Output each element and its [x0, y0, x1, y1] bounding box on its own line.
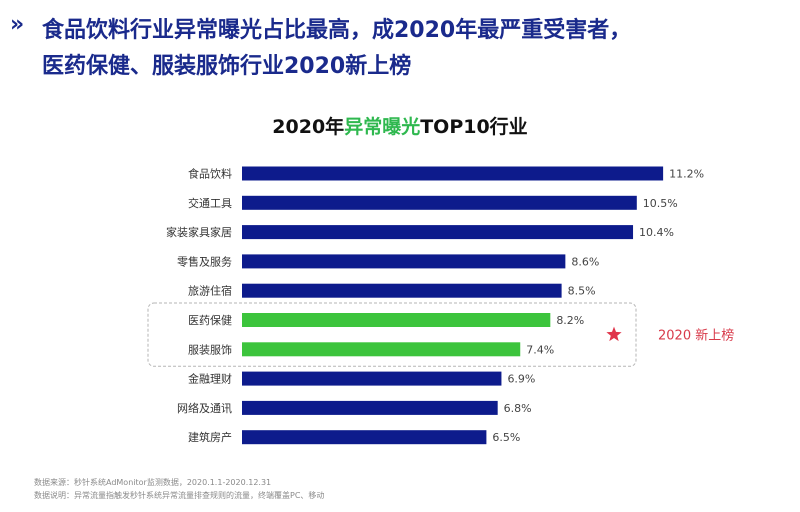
bar	[242, 254, 566, 269]
value-label: 6.8%	[504, 402, 532, 415]
category-label: 服装服饰	[188, 342, 232, 356]
value-label: 8.5%	[568, 285, 596, 298]
headline-line-2: 医药保健、服装服饰行业2020新上榜	[42, 54, 412, 79]
bar	[242, 225, 634, 240]
value-label: 10.5%	[643, 197, 678, 210]
chart-title: 2020年异常曝光TOP10行业	[0, 112, 800, 139]
chart-title-suffix: TOP10行业	[420, 116, 528, 138]
new-entrant-box	[147, 302, 637, 367]
footnote-source: 数据来源：秒针系统AdMonitor监测数据，2020.1.1-2020.12.…	[34, 478, 272, 487]
category-label: 食品饮料	[188, 167, 232, 181]
value-label: 6.9%	[507, 373, 535, 386]
category-label: 家装家具家居	[166, 225, 232, 239]
star-icon	[606, 326, 622, 342]
value-label: 8.6%	[571, 255, 599, 268]
value-label: 7.4%	[526, 343, 554, 356]
chart-title-prefix: 2020年	[272, 116, 345, 138]
category-label: 旅游住宿	[188, 284, 232, 298]
category-label: 金融理财	[188, 372, 232, 386]
bar	[242, 195, 637, 210]
annotation-label: 2020 新上榜	[658, 328, 734, 344]
headline-line-1: 食品饮料行业异常曝光占比最高，成2020年最严重受害者，	[42, 18, 632, 43]
bar	[242, 400, 498, 415]
bar	[242, 342, 521, 357]
bar	[242, 166, 664, 181]
footnote-note: 数据说明：异常流量指触发秒针系统异常流量排查规则的流量，终端覆盖PC、移动	[34, 491, 325, 500]
value-label: 8.2%	[556, 314, 584, 327]
value-label: 10.4%	[639, 226, 674, 239]
bar	[242, 313, 551, 327]
value-label: 6.5%	[492, 431, 520, 444]
bar	[242, 371, 502, 386]
value-label: 11.2%	[669, 168, 704, 181]
bar	[242, 430, 487, 445]
bar	[242, 283, 562, 298]
category-label: 网络及通讯	[177, 401, 232, 415]
category-label: 零售及服务	[177, 254, 232, 268]
chart-title-highlight: 异常曝光	[344, 116, 421, 138]
category-label: 交通工具	[188, 196, 232, 210]
category-label: 建筑房产	[188, 430, 232, 444]
category-label: 医药保健	[188, 313, 232, 327]
